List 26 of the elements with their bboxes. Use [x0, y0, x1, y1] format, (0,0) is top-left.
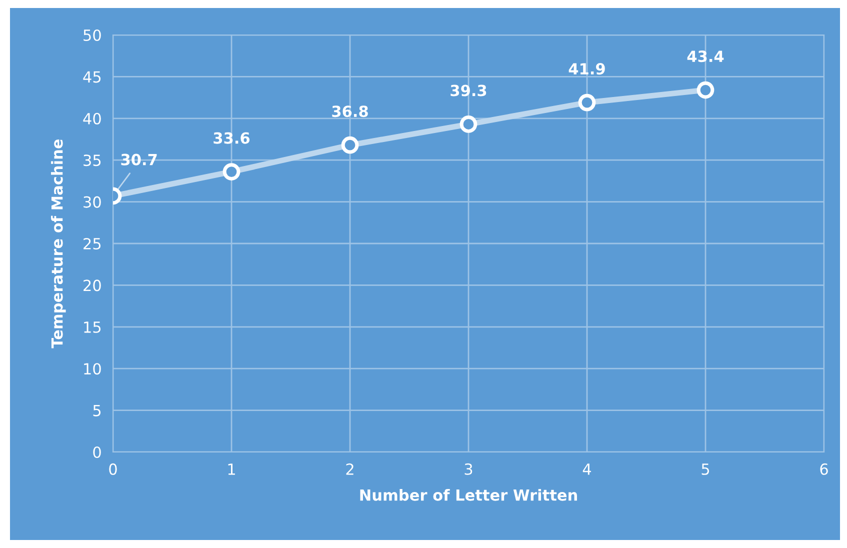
- data-label: 30.7: [121, 154, 157, 166]
- x-axis-title: Number of Letter Written: [360, 489, 577, 501]
- y-tick-label: 0: [93, 446, 101, 458]
- data-label: 33.6: [214, 132, 250, 144]
- y-tick-label: 40: [83, 112, 101, 124]
- data-label: 39.3: [450, 84, 486, 96]
- x-tick-label: 3: [464, 463, 472, 475]
- x-tick-label: 2: [346, 463, 354, 475]
- y-tick-label: 45: [83, 71, 101, 83]
- y-axis-title: Temperature of Machine: [50, 139, 66, 348]
- x-tick-label: 0: [109, 463, 117, 475]
- y-tick-label: 5: [93, 404, 101, 416]
- x-tick-label: 4: [582, 464, 592, 475]
- x-tick-label: 6: [820, 463, 828, 475]
- y-tick-label: 50: [84, 29, 101, 42]
- data-label: 36.8: [332, 106, 368, 118]
- y-tick-label: 20: [84, 280, 101, 292]
- data-label: 43.4: [687, 50, 724, 62]
- data-label: 41.9: [568, 63, 605, 75]
- y-tick-label: 10: [84, 363, 101, 375]
- y-tick-label: 30: [84, 196, 101, 208]
- x-tick-label: 5: [702, 464, 710, 475]
- y-tick-label: 35: [84, 154, 101, 166]
- y-tick-label: 15: [84, 322, 101, 333]
- y-tick-label: 25: [84, 238, 101, 250]
- x-tick-label: 1: [228, 464, 235, 475]
